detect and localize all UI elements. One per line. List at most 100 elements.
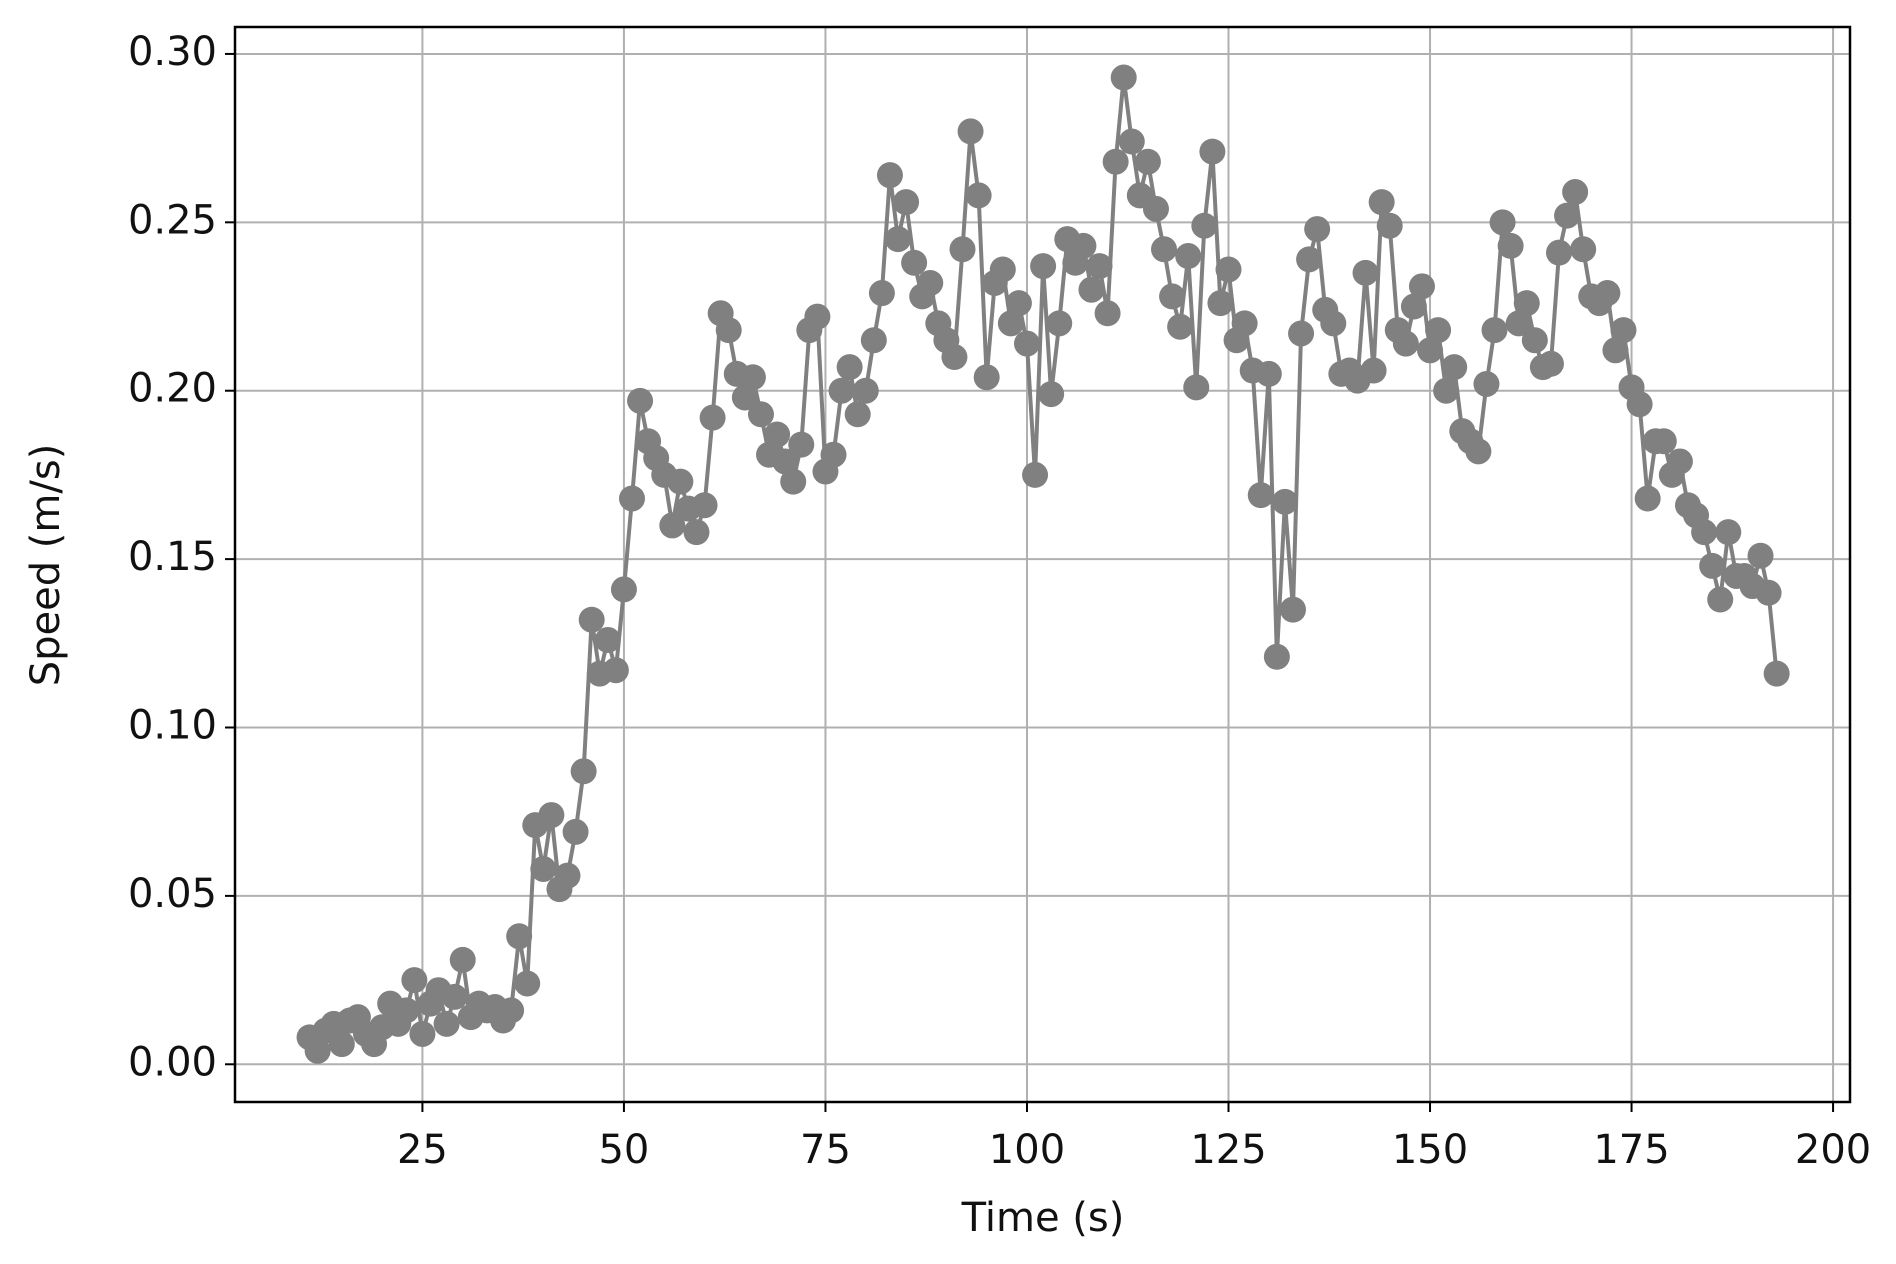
point <box>1521 327 1548 354</box>
point <box>578 606 605 633</box>
x-tick-label: 125 <box>1190 1127 1266 1173</box>
point <box>1151 236 1178 263</box>
point <box>1368 189 1395 216</box>
point <box>393 997 420 1024</box>
point <box>1546 239 1573 266</box>
point <box>1554 202 1581 229</box>
point <box>602 657 629 684</box>
point <box>1513 290 1540 317</box>
point <box>683 519 710 546</box>
point <box>1626 391 1653 418</box>
point <box>1142 195 1169 222</box>
point <box>764 421 791 448</box>
point <box>667 468 694 495</box>
point <box>1715 519 1742 546</box>
point <box>788 431 815 458</box>
x-tick-label: 200 <box>1795 1127 1871 1173</box>
point <box>917 269 944 296</box>
point <box>304 1037 331 1064</box>
point <box>433 1010 460 1037</box>
point <box>1094 300 1121 327</box>
point <box>1392 330 1419 357</box>
x-tick-label: 75 <box>800 1127 851 1173</box>
point <box>1473 370 1500 397</box>
point <box>1433 377 1460 404</box>
y-tick-label: 0.05 <box>128 871 217 917</box>
point <box>1102 148 1129 175</box>
point <box>1747 542 1774 569</box>
point <box>562 818 589 845</box>
point <box>1191 212 1218 239</box>
point <box>594 626 621 653</box>
point <box>844 401 871 428</box>
point <box>973 364 1000 391</box>
point <box>1030 253 1057 280</box>
y-tick-label: 0.10 <box>128 703 217 749</box>
point <box>1231 310 1258 337</box>
x-tick-label: 25 <box>397 1127 448 1173</box>
x-tick-label: 100 <box>989 1127 1065 1173</box>
point <box>409 1020 436 1047</box>
point <box>1570 236 1597 263</box>
point <box>1134 148 1161 175</box>
point <box>570 758 597 785</box>
x-tick-label: 150 <box>1392 1127 1468 1173</box>
point <box>860 327 887 354</box>
point <box>1271 488 1298 515</box>
point <box>941 344 968 371</box>
point <box>747 401 774 428</box>
point <box>901 249 928 276</box>
point <box>498 997 525 1024</box>
point <box>989 256 1016 283</box>
point <box>957 118 984 145</box>
point <box>965 182 992 209</box>
point <box>885 226 912 253</box>
point <box>1505 310 1532 337</box>
point <box>1070 232 1097 259</box>
point <box>804 303 831 330</box>
point <box>1207 290 1234 317</box>
point <box>1022 461 1049 488</box>
point <box>852 377 879 404</box>
point <box>1247 482 1274 509</box>
point <box>1263 643 1290 670</box>
point <box>1465 438 1492 465</box>
point <box>828 377 855 404</box>
point <box>876 162 903 189</box>
series-line <box>307 77 1779 1056</box>
point <box>1304 216 1331 243</box>
point <box>538 802 565 829</box>
point <box>691 492 718 519</box>
point <box>1078 276 1105 303</box>
point <box>1159 283 1186 310</box>
x-tick-label: 50 <box>598 1127 649 1173</box>
point <box>780 468 807 495</box>
point <box>1691 519 1718 546</box>
point <box>1118 128 1145 155</box>
point <box>1763 660 1790 687</box>
y-tick-label: 0.00 <box>128 1039 217 1085</box>
point <box>1167 313 1194 340</box>
point <box>610 576 637 603</box>
point <box>997 310 1024 337</box>
point <box>1175 243 1202 270</box>
point <box>1296 246 1323 273</box>
point <box>1707 586 1734 613</box>
point <box>1594 280 1621 307</box>
point <box>401 967 428 994</box>
point <box>1489 209 1516 236</box>
point <box>554 862 581 889</box>
point <box>1352 259 1379 286</box>
point <box>618 485 645 512</box>
point <box>1650 428 1677 455</box>
point <box>1400 293 1427 320</box>
point <box>441 983 468 1010</box>
y-tick-label: 0.15 <box>128 534 217 580</box>
point <box>506 923 533 950</box>
point <box>1537 350 1564 377</box>
point <box>1255 360 1282 387</box>
point <box>1288 320 1315 347</box>
point <box>1699 552 1726 579</box>
point <box>659 512 686 539</box>
